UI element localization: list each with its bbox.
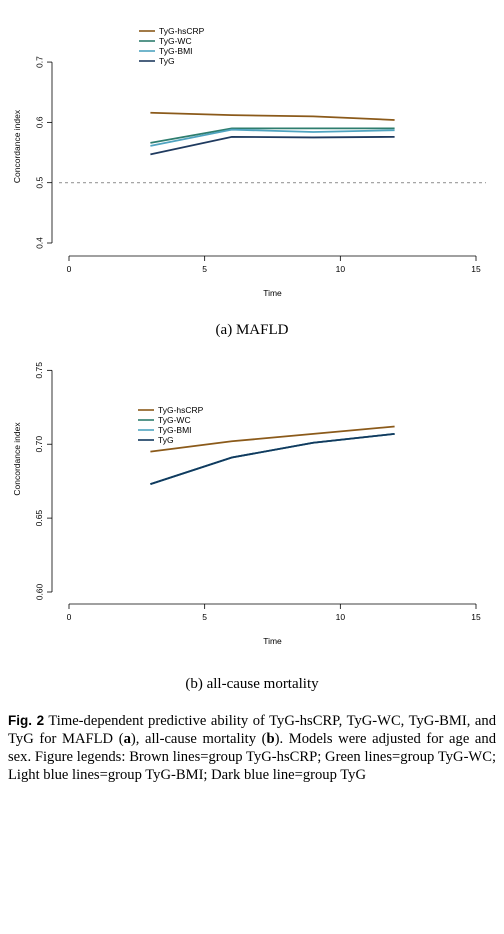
chart-a-legend-entry: TyG-BMI xyxy=(159,46,193,56)
chart-b-y-tick-label: 0.70 xyxy=(34,436,44,453)
chart-b-series-tyg-line xyxy=(150,432,395,485)
caption-text-1: Time-dependent predictive ability of TyG… xyxy=(8,713,496,747)
chart-a-series-tyg-wc-line xyxy=(150,127,395,144)
chart-b-y-axis-label: Concordance index xyxy=(12,422,22,496)
chart-b-legend-entry: TyG-BMI xyxy=(158,425,192,435)
chart-a-legend-entry: TyG-WC xyxy=(159,36,192,46)
chart-a-y-axis-label: Concordance index xyxy=(12,109,22,183)
chart-a-y-tick-label: 0.7 xyxy=(34,56,44,68)
chart-a-series-tyg-line xyxy=(150,135,395,156)
chart-b-y-tick-label: 0.75 xyxy=(34,362,44,379)
chart-a-y-tick-label: 0.5 xyxy=(34,177,44,189)
chart-b-legend-entry: TyG xyxy=(158,435,174,445)
caption-text-2: ), all-cause mortality ( xyxy=(130,731,267,747)
chart-a-y-tick-label: 0.6 xyxy=(34,116,44,128)
chart-b-legend-entry: TyG-WC xyxy=(158,415,191,425)
chart-b-x-tick-label: 5 xyxy=(202,612,207,622)
chart-mortality-svg: 0.60 0.65 0.70 0.75 Concordance index 0 5 10 15 T… xyxy=(12,362,481,646)
chart-b-x-tick-label: 15 xyxy=(471,612,481,622)
subcaption-mafld: (a) MAFLD xyxy=(215,322,289,338)
chart-a-series-tyg-bmi-line xyxy=(150,128,395,147)
chart-b-legend-entry: TyG-hsCRP xyxy=(158,405,204,415)
chart-a-x-tick-label: 5 xyxy=(202,264,207,274)
chart-b-x-tick-label: 10 xyxy=(336,612,346,622)
chart-b-y-tick-label: 0.60 xyxy=(34,583,44,600)
chart-a-x-tick-label: 15 xyxy=(471,264,481,274)
chart-b-series-tyg-bmi-line xyxy=(150,432,395,485)
chart-a-x-tick-label: 10 xyxy=(336,264,346,274)
chart-a-x-tick-label: 0 xyxy=(67,264,72,274)
chart-a-legend-entry: TyG-hsCRP xyxy=(159,26,205,36)
subcaption-mortality: (b) all-cause mortality xyxy=(185,676,319,692)
chart-b-x-axis-label: Time xyxy=(263,636,282,646)
chart-a-x-axis-label: Time xyxy=(263,288,282,298)
chart-mafld: 0.4 0.5 0.6 0.7 Concordance index 0 5 10 15 Time T… xyxy=(0,0,504,310)
chart-mafld-svg: 0.4 0.5 0.6 0.7 Concordance index 0 5 10 15 Time T… xyxy=(12,26,486,298)
chart-b-x-tick-label: 0 xyxy=(67,612,72,622)
chart-b-series-tyg-wc-line xyxy=(150,432,395,485)
chart-mortality: 0.60 0.65 0.70 0.75 Concordance index 0 5 10 15 T… xyxy=(0,360,504,660)
chart-b-series-tyg-hscrp-line xyxy=(150,425,395,453)
caption-bold-a: a xyxy=(123,731,131,747)
chart-a-y-tick-label: 0.4 xyxy=(34,237,44,249)
chart-a-series-tyg-hscrp-line xyxy=(150,111,395,121)
figure-caption: Fig. 2 Time-dependent predictive ability… xyxy=(8,712,496,784)
chart-b-y-tick-label: 0.65 xyxy=(34,510,44,527)
caption-bold-b: b xyxy=(266,731,275,747)
caption-text-3: ). Models were adjusted for age and sex.… xyxy=(8,731,496,783)
figure-label: Fig. 2 xyxy=(8,713,45,728)
chart-a-legend-entry: TyG xyxy=(159,56,175,66)
